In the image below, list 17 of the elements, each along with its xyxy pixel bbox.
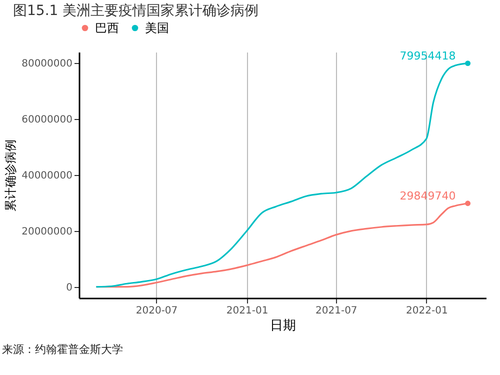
x-tick-label: 2020-07 [136,306,178,316]
x-axis-title: 日期 [270,318,296,334]
y-tick-label: 80000000 [22,58,72,70]
data-label: 79954418 [400,49,456,62]
x-tick-label: 2021-01 [226,306,268,316]
source-note: 来源：约翰霍普金斯大学 [2,342,500,357]
data-label: 29849740 [400,189,456,202]
y-tick-label: 0 [66,282,72,294]
y-axis-title: 累计确诊病例 [4,140,18,212]
chart-title: 图15.1 美洲主要疫情国家累计确诊病例 [13,3,259,19]
legend-label: 美国 [145,21,169,35]
x-tick-label: 2021-07 [316,306,358,316]
legend-label: 巴西 [95,21,119,35]
y-tick-label: 20000000 [22,226,72,238]
x-tick-label: 2022-01 [406,306,448,316]
y-tick-label: 40000000 [22,170,72,182]
y-tick-label: 60000000 [22,114,72,126]
